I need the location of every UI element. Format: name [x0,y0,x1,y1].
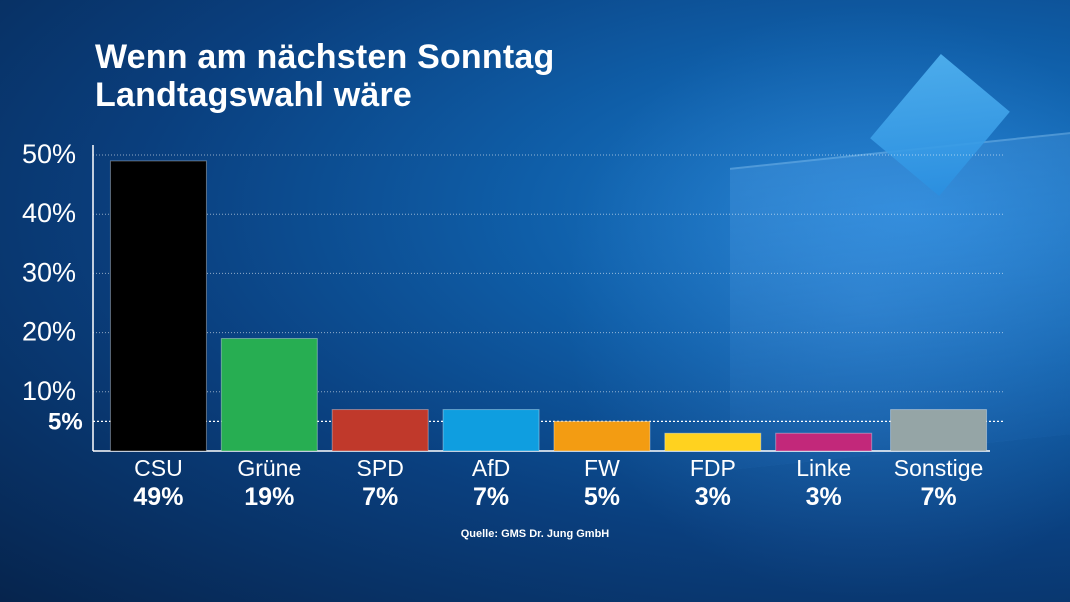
category-label: SPD [357,455,404,481]
threshold-label: 5% [48,408,83,435]
value-label: 7% [920,483,956,511]
y-axis: 10% 20% 30% 40% 50% 5% [22,139,990,452]
category-label: FW [584,455,620,481]
bar-grüne [220,338,318,452]
y-tick-label: 20% [22,317,76,347]
bars [109,160,988,452]
x-labels: CSU49%Grüne19%SPD7%AfD7%FW5%FDP3%Linke3%… [133,455,983,511]
title-line-2: Landtagswahl wäre [95,76,413,114]
y-tick-label: 30% [22,257,76,287]
category-label: Grüne [237,455,301,481]
value-label: 19% [244,483,294,511]
bar-sonstige [890,409,988,452]
value-label: 49% [133,483,183,511]
bar-afd [442,409,540,452]
bar-fdp [664,432,762,452]
bar-csu [109,160,207,452]
y-tick-label: 50% [22,139,76,169]
value-label: 5% [584,483,620,511]
value-label: 3% [806,483,842,511]
value-label: 3% [695,483,731,511]
y-tick-label: 10% [22,376,76,406]
value-label: 7% [473,483,509,511]
source-note: Quelle: GMS Dr. Jung GmbH [460,528,610,540]
category-label: Linke [796,455,851,481]
category-label: AfD [472,455,510,481]
chart-title: Wenn am nächsten Sonntag Landtagswahl wä… [95,38,554,114]
y-tick-label: 40% [22,198,76,228]
category-label: Sonstige [894,455,984,481]
category-label: FDP [690,455,736,481]
title-line-1: Wenn am nächsten Sonntag [95,38,555,76]
category-label: CSU [134,455,183,481]
value-label: 7% [362,483,398,511]
bar-fw [553,420,651,452]
bar-linke [775,432,873,452]
bar-spd [331,409,429,452]
